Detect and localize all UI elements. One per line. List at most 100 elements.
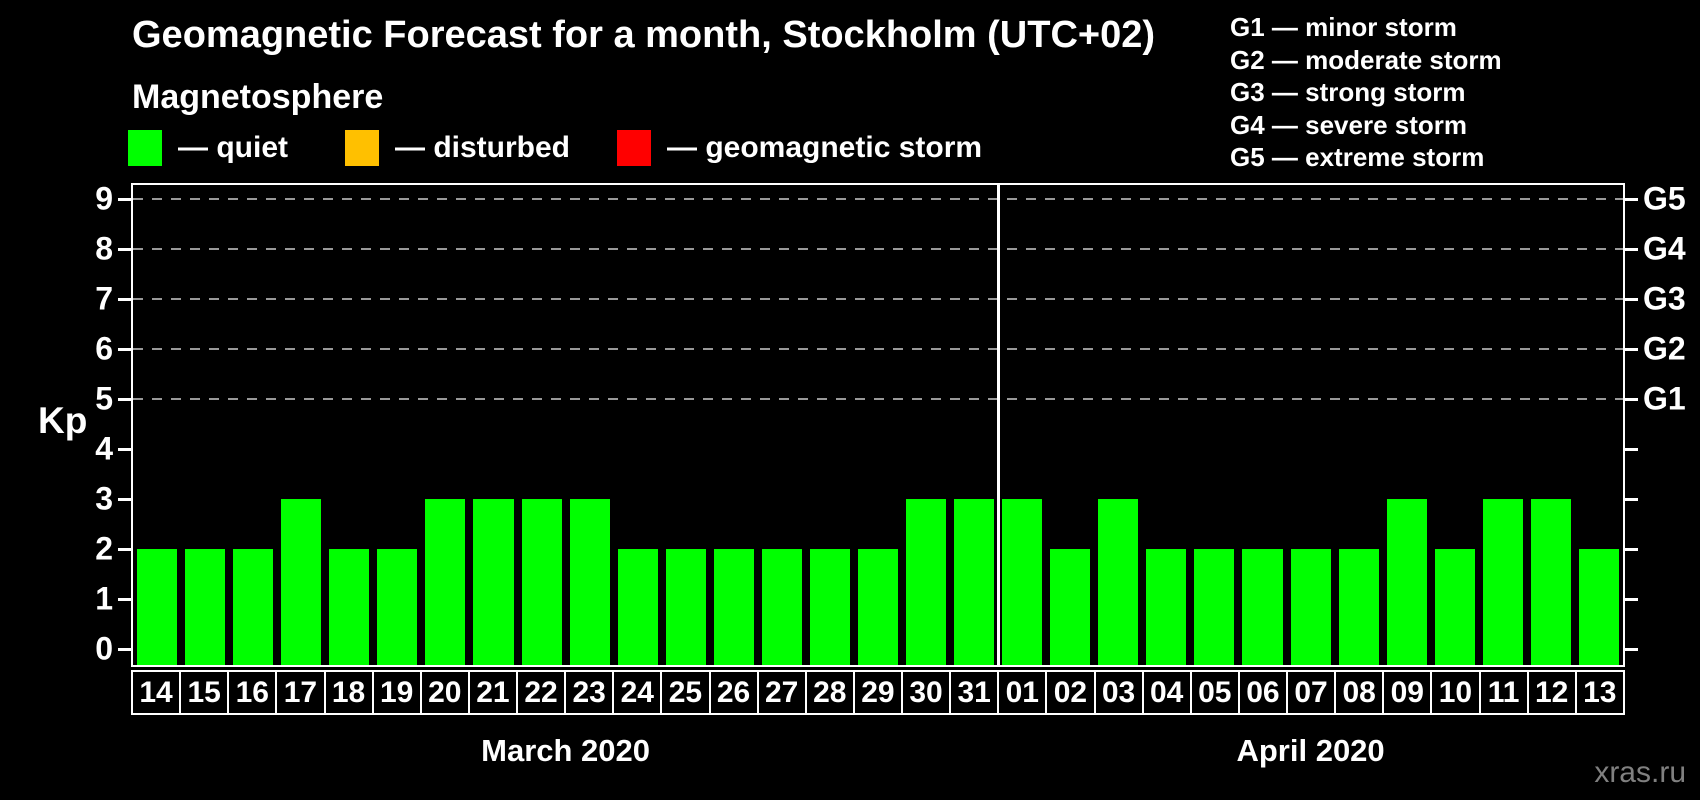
day-cell-04: 04 <box>1141 670 1192 715</box>
magnetosphere-legend: — quiet — disturbed — geomagnetic storm <box>128 130 1028 170</box>
y-axis-label-4: 4 <box>95 430 113 467</box>
y-axis-label-1: 1 <box>95 580 113 617</box>
day-cell-27: 27 <box>756 670 807 715</box>
y-axis-label-0: 0 <box>95 630 113 667</box>
day-cell-23: 23 <box>564 670 615 715</box>
right-tick-8 <box>1625 248 1638 251</box>
legend-label: — disturbed <box>395 131 571 164</box>
kp-bar-13 <box>1578 549 1619 665</box>
day-cell-01: 01 <box>997 670 1048 715</box>
right-tick-2 <box>1625 548 1638 551</box>
day-cell-16: 16 <box>227 670 278 715</box>
y-axis-label-5: 5 <box>95 380 113 417</box>
day-cell-17: 17 <box>275 670 326 715</box>
kp-bar-09 <box>1386 499 1427 665</box>
day-axis-row: 14 15 16 17 18 19 20 21 22 23 24 25 26 27 28 29 30 31 01 02… <box>131 670 1625 715</box>
day-cell-13: 13 <box>1574 670 1625 715</box>
legend-label: — quiet <box>178 131 288 164</box>
left-tick-1 <box>118 598 131 601</box>
day-cell-11: 11 <box>1478 670 1529 715</box>
day-cell-29: 29 <box>852 670 903 715</box>
gridline-kp-9 <box>133 198 1623 200</box>
storm-scale-line: G1 — minor storm <box>1230 12 1457 42</box>
y-axis-label-2: 2 <box>95 530 113 567</box>
kp-bar-29 <box>857 549 899 665</box>
day-cell-31: 31 <box>949 670 1000 715</box>
left-tick-4 <box>118 448 131 451</box>
day-cell-05: 05 <box>1189 670 1240 715</box>
kp-bar-23 <box>569 499 610 665</box>
storm-scale-line: G5 — extreme storm <box>1230 142 1485 172</box>
storm-scale-line: G3 — strong storm <box>1230 77 1466 107</box>
right-axis-label-G1: G1 <box>1643 380 1686 417</box>
day-cell-06: 06 <box>1237 670 1288 715</box>
kp-bar-02 <box>1050 549 1091 665</box>
month-label: March 2020 <box>481 733 651 768</box>
kp-bar-18 <box>329 549 370 665</box>
left-tick-7 <box>118 298 131 301</box>
gridline-kp-5 <box>133 398 1623 400</box>
kp-bar-21 <box>473 499 514 665</box>
right-tick-0 <box>1625 648 1638 651</box>
right-axis-label-G3: G3 <box>1643 280 1686 317</box>
y-axis-label-6: 6 <box>95 330 113 367</box>
legend-label: — geomagnetic storm <box>667 131 983 164</box>
day-cell-12: 12 <box>1526 670 1577 715</box>
kp-bar-12 <box>1530 499 1571 665</box>
day-cell-19: 19 <box>371 670 422 715</box>
kp-bar-19 <box>377 549 418 665</box>
y-axis-label-9: 9 <box>95 180 113 217</box>
left-tick-3 <box>118 498 131 501</box>
kp-bar-28 <box>809 549 850 665</box>
left-tick-5 <box>118 398 131 401</box>
kp-bar-14 <box>137 549 178 665</box>
storm-scale-line: G2 — moderate storm <box>1230 44 1502 75</box>
kp-bar-30 <box>906 499 947 665</box>
kp-bar-03 <box>1098 499 1139 665</box>
storm-scale-line: G4 — severe storm <box>1230 109 1468 140</box>
kp-bar-22 <box>521 499 562 665</box>
day-cell-08: 08 <box>1334 670 1385 715</box>
gridline-kp-8 <box>133 248 1623 250</box>
day-cell-15: 15 <box>179 670 230 715</box>
magnetosphere-legend-heading: Magnetosphere <box>132 78 384 116</box>
kp-bar-20 <box>425 499 466 665</box>
day-cell-25: 25 <box>660 670 711 715</box>
kp-bar-10 <box>1434 549 1475 665</box>
day-cell-28: 28 <box>804 670 855 715</box>
kp-bar-26 <box>713 549 754 665</box>
kp-bar-16 <box>233 549 274 665</box>
month-label: April 2020 <box>1236 733 1385 768</box>
left-tick-6 <box>118 348 131 351</box>
kp-bar-24 <box>617 549 658 665</box>
left-tick-8 <box>118 248 131 251</box>
day-cell-30: 30 <box>901 670 952 715</box>
watermark: xras.ru <box>1594 756 1686 789</box>
kp-bar-04 <box>1146 549 1187 665</box>
day-cell-10: 10 <box>1430 670 1481 715</box>
kp-bar-07 <box>1290 549 1331 665</box>
legend-item: — geomagnetic storm <box>617 130 982 166</box>
day-cell-02: 02 <box>1045 670 1096 715</box>
legend-item: — disturbed <box>345 130 570 166</box>
kp-bar-25 <box>665 549 706 665</box>
right-axis-label-G5: G5 <box>1643 180 1686 217</box>
right-tick-1 <box>1625 598 1638 601</box>
kp-bar-08 <box>1338 549 1379 665</box>
legend-swatch <box>345 130 379 166</box>
legend-swatch <box>128 130 162 166</box>
y-axis-label-3: 3 <box>95 480 113 517</box>
legend-swatch <box>617 130 651 166</box>
kp-bar-06 <box>1242 549 1283 665</box>
left-tick-2 <box>118 548 131 551</box>
plot-area <box>131 183 1625 667</box>
kp-bar-11 <box>1482 499 1523 665</box>
left-tick-9 <box>118 198 131 201</box>
kp-bar-31 <box>954 499 995 665</box>
right-tick-7 <box>1625 298 1638 301</box>
y-axis-title: Kp <box>38 400 88 441</box>
day-cell-09: 09 <box>1382 670 1433 715</box>
left-tick-0 <box>118 648 131 651</box>
gridline-kp-7 <box>133 298 1623 300</box>
storm-scale-legend: G1 — minor storm G2 — moderate storm G3 — … <box>1230 11 1502 174</box>
